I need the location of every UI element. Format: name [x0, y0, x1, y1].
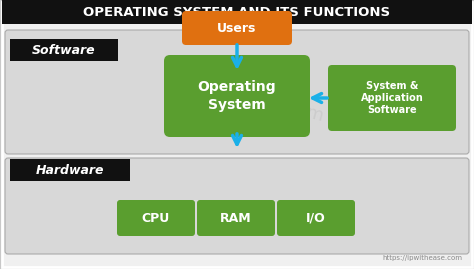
Text: RAM: RAM — [220, 211, 252, 225]
Text: I/O: I/O — [306, 211, 326, 225]
Text: Hardware: Hardware — [36, 164, 104, 176]
FancyBboxPatch shape — [164, 55, 310, 137]
FancyBboxPatch shape — [5, 30, 469, 154]
FancyBboxPatch shape — [182, 11, 292, 45]
Text: ipwithease.com: ipwithease.com — [184, 72, 326, 126]
Text: https://ipwithease.com: https://ipwithease.com — [382, 255, 462, 261]
Text: Users: Users — [217, 22, 257, 34]
Text: System &
Application
Software: System & Application Software — [361, 81, 423, 115]
FancyBboxPatch shape — [117, 200, 195, 236]
FancyBboxPatch shape — [10, 39, 118, 61]
FancyBboxPatch shape — [2, 2, 472, 267]
Text: OPERATING SYSTEM AND ITS FUNCTIONS: OPERATING SYSTEM AND ITS FUNCTIONS — [83, 5, 391, 19]
Text: CPU: CPU — [142, 211, 170, 225]
Text: Operating
System: Operating System — [198, 80, 276, 112]
Text: Software: Software — [32, 44, 96, 56]
FancyBboxPatch shape — [2, 0, 472, 24]
FancyBboxPatch shape — [277, 200, 355, 236]
FancyBboxPatch shape — [328, 65, 456, 131]
FancyBboxPatch shape — [10, 159, 130, 181]
FancyBboxPatch shape — [197, 200, 275, 236]
FancyBboxPatch shape — [5, 158, 469, 254]
